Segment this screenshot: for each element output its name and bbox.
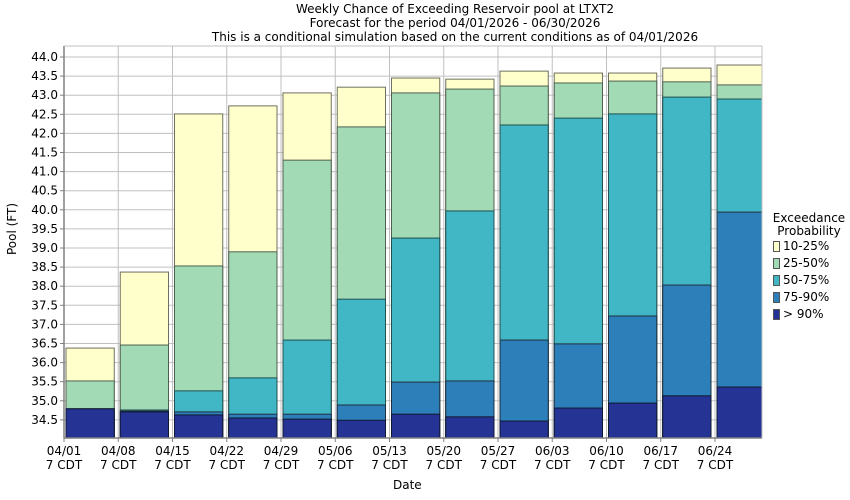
legend-item-50-75: 50-75%: [773, 272, 848, 289]
y-tick-label: 35.0: [31, 394, 58, 408]
legend-item-75-90: 75-90%: [773, 289, 848, 306]
legend-swatch-25-50: [773, 258, 780, 269]
y-tick-label: 43.5: [31, 69, 58, 83]
x-axis-label: Date: [393, 478, 422, 492]
x-tick-label: 04/08: [101, 444, 136, 458]
chart-subtitle-conditions: This is a conditional simulation based o…: [211, 30, 699, 44]
y-tick-label: 41.0: [31, 165, 58, 179]
y-tick-label: 38.5: [31, 260, 58, 274]
x-tick-sublabel: 7 CDT: [263, 458, 300, 472]
bar-segment-05-27-90: [499, 420, 549, 438]
y-tick-label: 34.5: [31, 413, 58, 427]
x-tick-sublabel: 7 CDT: [371, 458, 408, 472]
legend-label-25-50: 25-50%: [783, 256, 830, 270]
x-tick-label: 05/20: [426, 444, 461, 458]
y-axis-label: Pool (FT): [5, 202, 19, 255]
chart-subtitle-period: Forecast for the period 04/01/2026 - 06/…: [309, 16, 601, 30]
x-tick-label: 05/13: [372, 444, 407, 458]
legend-title-line1: Exceedance: [772, 211, 846, 225]
y-tick-label: 38.0: [31, 279, 58, 293]
legend-item-10-25: 10-25%: [773, 238, 848, 255]
chart-title: Weekly Chance of Exceeding Reservoir poo…: [295, 2, 614, 16]
y-tick-label: 35.5: [31, 375, 58, 389]
y-tick-label: 40.5: [31, 184, 58, 198]
x-tick-label: 06/10: [589, 444, 624, 458]
x-tick-sublabel: 7 CDT: [534, 458, 571, 472]
y-tick-label: 36.0: [31, 356, 58, 370]
x-tick-sublabel: 7 CDT: [46, 458, 83, 472]
x-tick-sublabel: 7 CDT: [154, 458, 191, 472]
x-tick-label: 04/01: [47, 444, 82, 458]
x-tick-sublabel: 7 CDT: [643, 458, 680, 472]
bar-segment-04-15-90: [174, 414, 224, 438]
legend-label-gt-90: > 90%: [783, 307, 824, 321]
x-tick-label: 06/24: [698, 444, 733, 458]
x-tick-label: 05/06: [318, 444, 353, 458]
x-tick-label: 06/03: [535, 444, 570, 458]
y-tick-label: 42.5: [31, 107, 58, 121]
y-tick-label: 36.5: [31, 337, 58, 351]
bar-segment-05-13-90: [391, 413, 441, 438]
x-tick-sublabel: 7 CDT: [426, 458, 463, 472]
legend-label-10-25: 10-25%: [783, 239, 830, 253]
y-tick-label: 43.0: [31, 88, 58, 102]
legend-swatch-gt-90: [773, 309, 780, 320]
y-tick-label: 40.0: [31, 203, 58, 217]
x-tick-sublabel: 7 CDT: [480, 458, 517, 472]
bar-segment-04-08-90: [119, 411, 169, 438]
x-tick-label: 04/15: [155, 444, 190, 458]
y-tick-label: 44.0: [31, 50, 58, 64]
legend-label-50-75: 50-75%: [783, 273, 830, 287]
y-tick-label: 39.0: [31, 241, 58, 255]
x-tick-label: 04/29: [264, 444, 299, 458]
bar-segment-05-20-90: [445, 416, 495, 438]
x-tick-sublabel: 7 CDT: [588, 458, 625, 472]
legend: Exceedance Probability 10-25% 25-50% 50-…: [770, 212, 848, 323]
y-tick-label: 42.0: [31, 126, 58, 140]
bar-segment-04-29-90: [282, 418, 332, 438]
legend-swatch-75-90: [773, 292, 780, 303]
y-tick-label: 37.5: [31, 298, 58, 312]
x-tick-sublabel: 7 CDT: [100, 458, 137, 472]
bars-group: [65, 64, 762, 438]
bar-segment-04-01-90: [65, 408, 115, 438]
x-tick-sublabel: 7 CDT: [697, 458, 734, 472]
bar-segment-05-06-90: [336, 419, 386, 438]
bar-segment-06-10-90: [608, 402, 658, 438]
legend-item-25-50: 25-50%: [773, 255, 848, 272]
bar-segment-06-24-90: [716, 386, 762, 438]
legend-title-line2: Probability: [777, 224, 841, 238]
x-tick-label: 04/22: [209, 444, 244, 458]
y-tick-label: 41.5: [31, 146, 58, 160]
x-tick-label: 06/17: [643, 444, 678, 458]
x-tick-sublabel: 7 CDT: [209, 458, 246, 472]
bar-segment-06-03-90: [553, 407, 603, 438]
y-tick-label: 39.5: [31, 222, 58, 236]
legend-label-75-90: 75-90%: [783, 290, 830, 304]
legend-swatch-10-25: [773, 241, 780, 252]
y-tick-label: 37.0: [31, 317, 58, 331]
x-tick-sublabel: 7 CDT: [317, 458, 354, 472]
x-tick-label: 05/27: [481, 444, 516, 458]
legend-item-gt-90: > 90%: [773, 306, 848, 323]
bar-segment-04-22-90: [228, 417, 278, 438]
legend-swatch-50-75: [773, 275, 780, 286]
bar-segment-06-17-90: [662, 395, 712, 438]
